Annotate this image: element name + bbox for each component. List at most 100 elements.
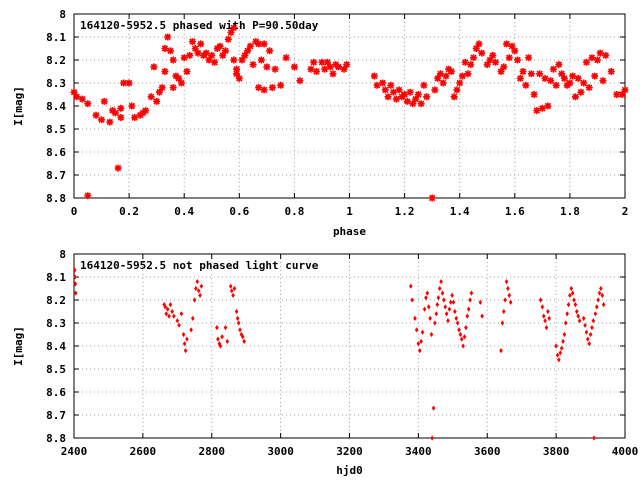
data-point: [561, 338, 565, 344]
data-point: [458, 72, 466, 80]
data-point: [429, 331, 434, 338]
data-point: [175, 318, 180, 324]
data-point: [439, 79, 447, 87]
data-point: [222, 47, 230, 55]
data-point: [558, 70, 566, 78]
data-point: [457, 327, 461, 333]
data-point: [533, 107, 541, 115]
y-tick-label: 8.7: [46, 169, 66, 182]
data-point: [597, 290, 602, 296]
x-tick-label: 3000: [267, 445, 294, 458]
data-point: [277, 81, 285, 89]
data-point: [177, 79, 185, 87]
data-point: [501, 308, 506, 315]
data-point: [466, 306, 471, 312]
data-point: [435, 302, 440, 308]
data-point: [440, 290, 445, 296]
data-point: [530, 91, 538, 98]
data-point: [422, 306, 427, 312]
data-point: [263, 63, 271, 71]
x-tick-label: 3400: [405, 445, 432, 458]
data-point: [379, 79, 387, 87]
data-point: [202, 49, 210, 57]
data-point: [323, 58, 331, 66]
data-point: [188, 38, 196, 46]
data-point: [497, 68, 505, 75]
data-point: [197, 40, 205, 48]
data-point: [224, 35, 232, 43]
data-point: [453, 86, 461, 94]
data-point: [492, 58, 500, 66]
data-point: [591, 72, 599, 80]
data-point: [296, 77, 304, 85]
data-point: [461, 58, 469, 66]
data-point: [478, 299, 483, 305]
data-point: [321, 65, 329, 73]
data-point: [175, 74, 183, 82]
data-point: [563, 320, 568, 326]
data-point: [229, 288, 234, 294]
data-point: [150, 63, 158, 71]
data-point: [218, 343, 223, 349]
y-tick-label: 8.1: [46, 271, 66, 284]
data-point: [436, 70, 444, 78]
data-point: [240, 334, 245, 340]
data-point: [84, 192, 92, 200]
data-point: [599, 77, 607, 85]
y-tick-label: 8: [59, 248, 66, 261]
data-point: [592, 435, 596, 441]
data-point: [546, 308, 550, 315]
data-point: [478, 49, 486, 57]
data-point: [182, 341, 187, 347]
data-point: [569, 285, 574, 292]
data-point: [430, 435, 434, 441]
data-point: [450, 292, 454, 298]
data-point: [114, 164, 122, 172]
data-point: [307, 65, 315, 73]
data-point: [447, 68, 455, 75]
data-point: [569, 72, 577, 80]
data-point: [527, 70, 535, 78]
data-point: [373, 81, 381, 89]
data-point: [503, 297, 507, 303]
y-tick-label: 8: [59, 8, 66, 21]
x-tick-label: 1.2: [395, 205, 415, 218]
data-point: [593, 56, 601, 64]
data-point: [607, 68, 615, 75]
data-point: [538, 297, 543, 303]
data-point: [461, 343, 465, 349]
data-point: [329, 70, 337, 78]
data-point: [414, 91, 422, 98]
data-point: [381, 86, 389, 94]
data-point: [442, 72, 450, 80]
data-point: [584, 329, 589, 335]
data-point: [558, 350, 563, 356]
data-point: [555, 352, 560, 358]
data-point: [419, 338, 423, 344]
data-point: [220, 334, 224, 340]
y-tick-label: 8.5: [46, 363, 66, 376]
data-point: [168, 302, 173, 308]
plot-frame: [73, 13, 626, 199]
data-point: [560, 74, 568, 82]
data-point: [420, 329, 425, 335]
data-point: [312, 68, 320, 75]
data-point: [475, 40, 483, 48]
data-point: [340, 65, 348, 73]
data-point: [503, 40, 511, 48]
data-point: [343, 61, 351, 69]
data-point: [549, 65, 557, 73]
data-point: [125, 79, 133, 87]
data-point: [216, 42, 224, 50]
data-point: [562, 331, 567, 338]
data-point: [583, 322, 587, 328]
data-point: [588, 54, 596, 62]
data-point: [594, 304, 599, 310]
data-point: [219, 51, 227, 59]
y-tick-label: 8.7: [46, 409, 66, 422]
x-tick-label: 0.2: [119, 205, 139, 218]
data-series: [72, 267, 606, 441]
data-point: [208, 51, 216, 59]
data-point: [456, 79, 464, 87]
data-point: [238, 56, 246, 64]
